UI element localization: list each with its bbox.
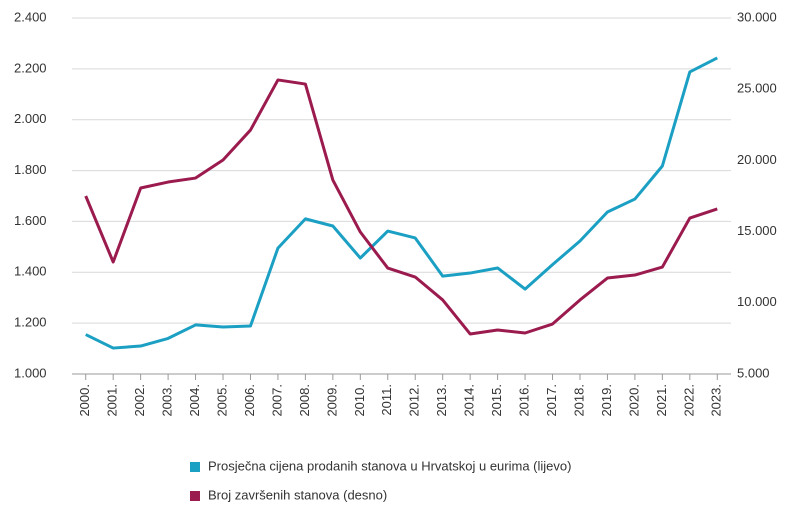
legend-swatch (190, 491, 200, 501)
x-tick-label: 2019. (599, 384, 614, 417)
x-tick-label: 2018. (571, 384, 586, 417)
x-tick-label: 2007. (269, 384, 284, 417)
x-tick-label: 2004. (187, 384, 202, 417)
x-tick-label: 2017. (544, 384, 559, 417)
x-tick-label: 2000. (77, 384, 92, 417)
y2-tick-label: 15.000 (737, 223, 777, 238)
series-line (84, 78, 718, 336)
legend-swatch (190, 462, 200, 472)
y2-tick-label: 5.000 (737, 365, 770, 380)
x-tick-label: 2010. (352, 384, 367, 417)
x-tick-label: 2006. (242, 384, 257, 417)
y2-tick-label: 20.000 (737, 152, 777, 167)
y-tick-label: 1.600 (14, 213, 47, 228)
legend-label: Prosječna cijena prodanih stanova u Hrva… (208, 458, 571, 473)
x-tick-label: 2005. (214, 384, 229, 417)
x-tick-label: 2016. (517, 384, 532, 417)
x-tick-label: 2022. (681, 384, 696, 417)
x-tick-label: 2014. (462, 384, 477, 417)
y2-tick-label: 30.000 (737, 9, 777, 24)
x-tick-label: 2011. (379, 384, 394, 416)
y-tick-label: 2.000 (14, 111, 47, 126)
series-line (85, 56, 718, 350)
y2-tick-label: 10.000 (737, 294, 777, 309)
x-tick-label: 2002. (132, 384, 147, 417)
x-tick-label: 2015. (489, 384, 504, 417)
x-tick-label: 2003. (160, 384, 175, 417)
y-tick-label: 1.400 (14, 264, 47, 279)
x-tick-label: 2021. (654, 384, 669, 417)
x-tick-label: 2008. (297, 384, 312, 417)
x-tick-label: 2023. (709, 384, 724, 417)
y-tick-label: 1.800 (14, 162, 47, 177)
legend-label: Broj završenih stanova (desno) (208, 487, 387, 502)
y-tick-label: 2.200 (14, 60, 47, 75)
x-tick-label: 2001. (105, 384, 120, 417)
x-tick-label: 2009. (324, 384, 339, 417)
x-tick-label: 2013. (434, 384, 449, 417)
x-tick-label: 2020. (626, 384, 641, 417)
y-tick-label: 1.000 (14, 365, 47, 380)
y2-tick-label: 25.000 (737, 81, 777, 96)
y-tick-label: 1.200 (14, 315, 47, 330)
y-tick-label: 2.400 (14, 9, 47, 24)
x-tick-label: 2012. (407, 384, 422, 417)
